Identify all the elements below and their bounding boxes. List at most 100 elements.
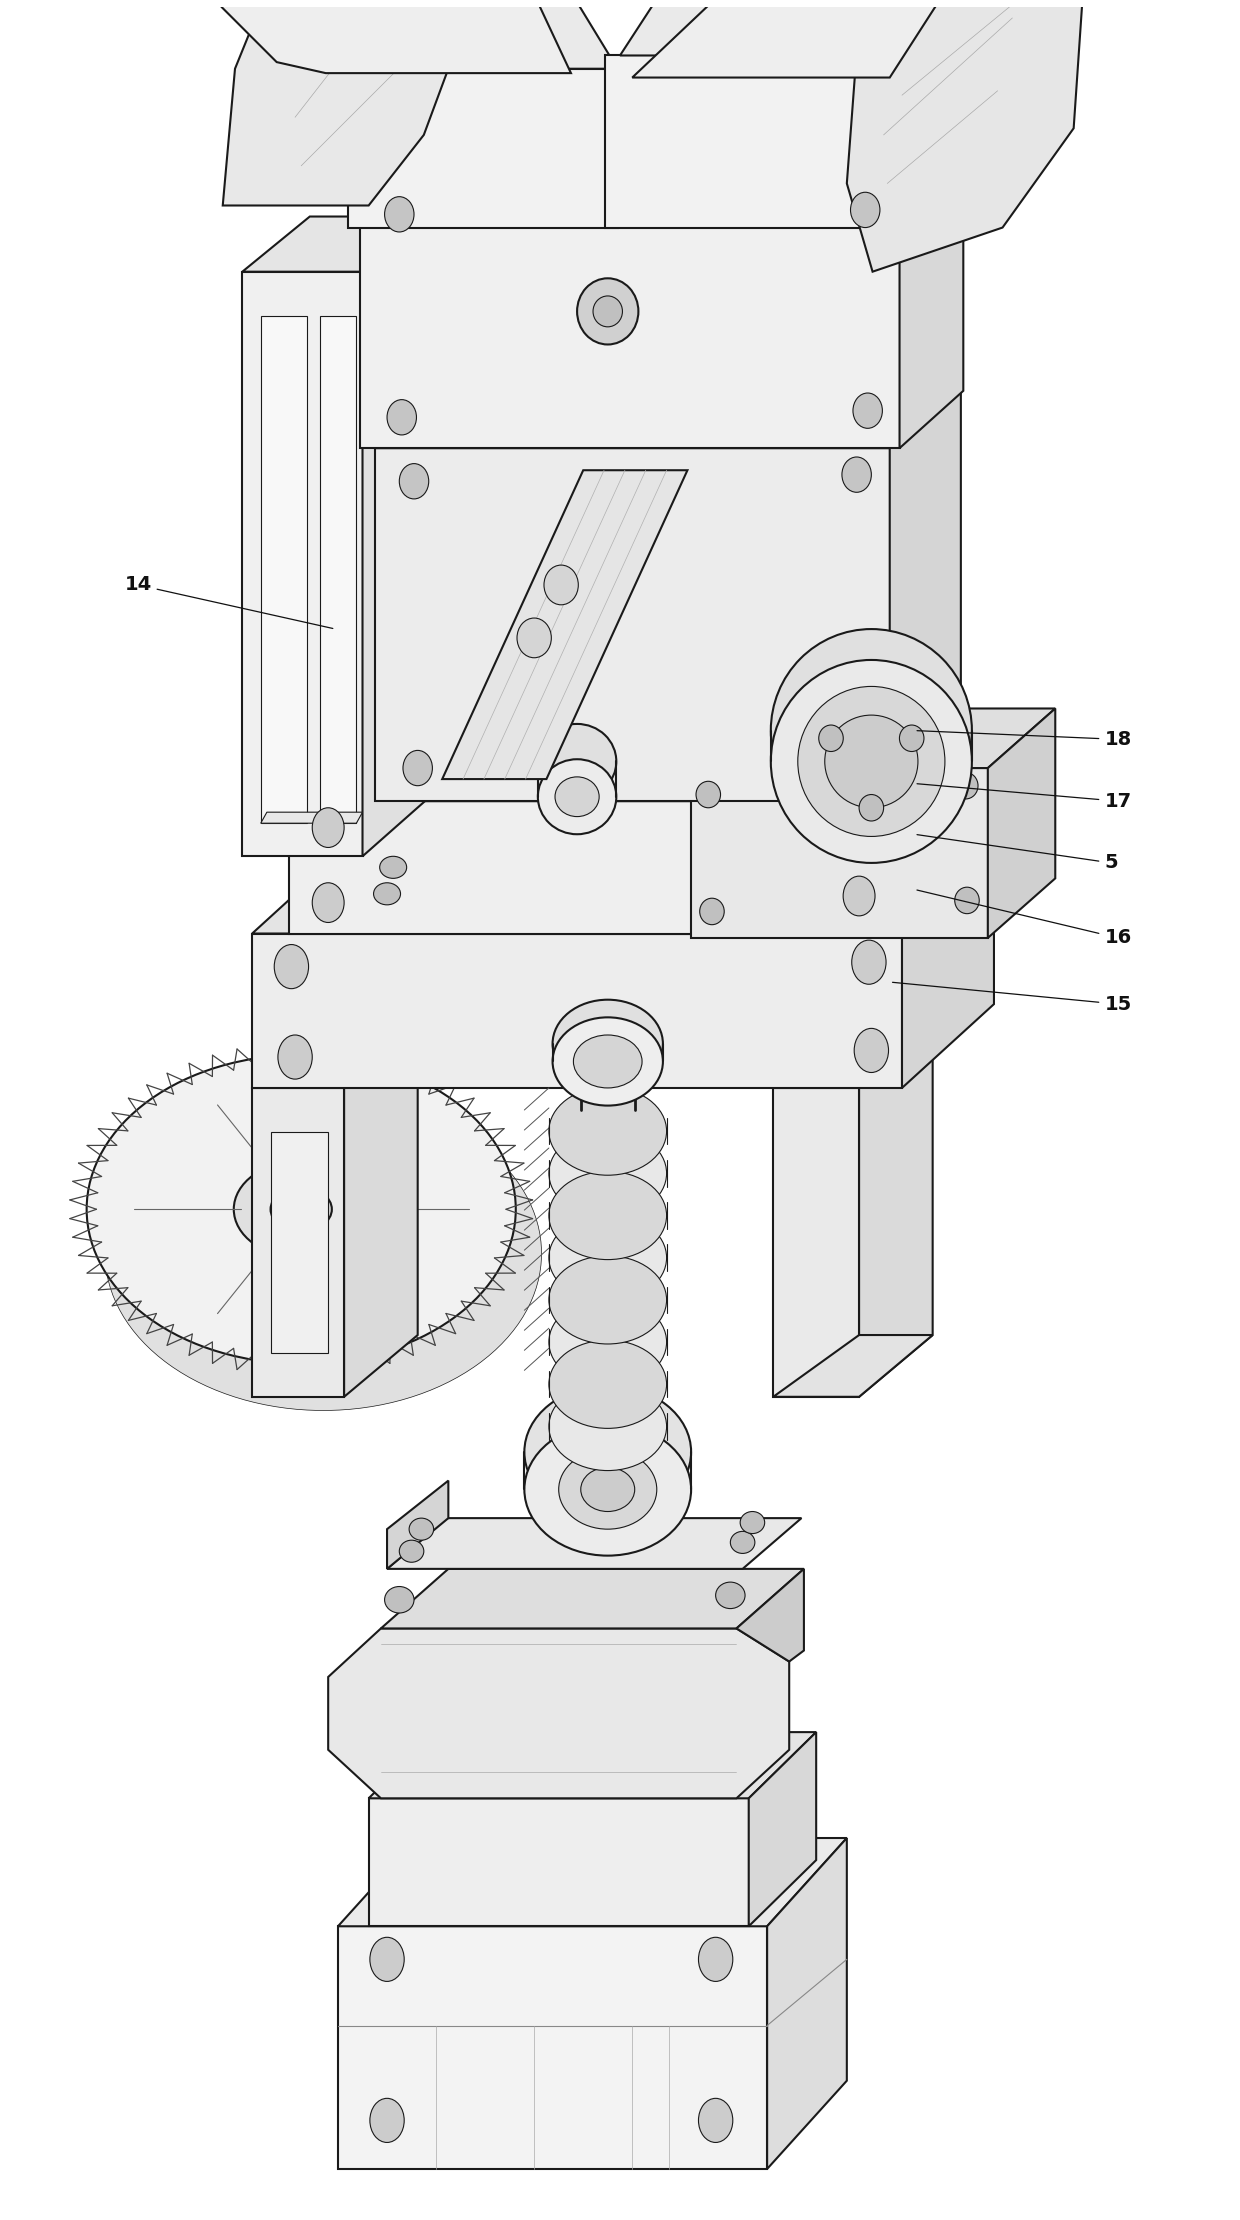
Polygon shape: [289, 801, 890, 935]
Ellipse shape: [696, 781, 720, 808]
Ellipse shape: [577, 278, 639, 344]
Ellipse shape: [771, 659, 972, 864]
Ellipse shape: [525, 1423, 691, 1556]
Polygon shape: [774, 1088, 859, 1396]
Polygon shape: [347, 69, 618, 229]
Ellipse shape: [403, 750, 433, 786]
Ellipse shape: [549, 1214, 667, 1301]
Polygon shape: [270, 1132, 329, 1352]
Ellipse shape: [379, 857, 407, 879]
Ellipse shape: [844, 744, 874, 779]
Ellipse shape: [538, 759, 616, 835]
Ellipse shape: [370, 2098, 404, 2142]
Ellipse shape: [818, 726, 843, 753]
Ellipse shape: [851, 193, 880, 229]
Polygon shape: [260, 315, 308, 824]
Text: 14: 14: [124, 575, 332, 628]
Polygon shape: [368, 1732, 816, 1798]
Ellipse shape: [549, 1257, 667, 1343]
Text: 18: 18: [918, 730, 1132, 748]
Ellipse shape: [312, 808, 345, 848]
Ellipse shape: [852, 939, 887, 983]
Polygon shape: [252, 935, 901, 1088]
Text: 17: 17: [918, 784, 1131, 810]
Ellipse shape: [955, 888, 980, 915]
Ellipse shape: [409, 1518, 434, 1541]
Polygon shape: [605, 56, 901, 229]
Ellipse shape: [387, 400, 417, 435]
Ellipse shape: [399, 1541, 424, 1563]
Ellipse shape: [730, 1532, 755, 1554]
Polygon shape: [890, 386, 961, 801]
Ellipse shape: [859, 795, 884, 821]
Polygon shape: [737, 1570, 804, 1661]
Ellipse shape: [399, 464, 429, 500]
Polygon shape: [988, 708, 1055, 937]
Ellipse shape: [544, 566, 578, 604]
Polygon shape: [289, 730, 976, 801]
Polygon shape: [345, 1003, 418, 1396]
Ellipse shape: [556, 777, 599, 817]
Ellipse shape: [105, 1097, 542, 1410]
Ellipse shape: [549, 1130, 667, 1217]
Ellipse shape: [699, 899, 724, 926]
Ellipse shape: [549, 1088, 667, 1174]
Ellipse shape: [559, 1450, 657, 1530]
Polygon shape: [749, 1732, 816, 1927]
Ellipse shape: [553, 1017, 663, 1106]
Ellipse shape: [270, 1188, 332, 1232]
Ellipse shape: [797, 686, 945, 837]
Polygon shape: [360, 184, 899, 448]
Ellipse shape: [278, 1035, 312, 1079]
Polygon shape: [320, 315, 356, 824]
Ellipse shape: [573, 1035, 642, 1088]
Polygon shape: [223, 0, 618, 69]
Polygon shape: [387, 1518, 801, 1570]
Polygon shape: [691, 768, 988, 937]
Ellipse shape: [525, 1385, 691, 1518]
Ellipse shape: [234, 1161, 368, 1259]
Ellipse shape: [842, 457, 872, 493]
Ellipse shape: [87, 1054, 516, 1363]
Ellipse shape: [580, 1467, 635, 1512]
Ellipse shape: [373, 884, 401, 906]
Polygon shape: [632, 0, 998, 78]
Polygon shape: [381, 1570, 804, 1629]
Polygon shape: [360, 127, 963, 184]
Ellipse shape: [931, 846, 959, 868]
Polygon shape: [620, 0, 1003, 56]
Ellipse shape: [843, 877, 875, 917]
Ellipse shape: [923, 861, 950, 884]
Polygon shape: [242, 271, 362, 857]
Ellipse shape: [384, 198, 414, 231]
Ellipse shape: [853, 393, 883, 428]
Polygon shape: [374, 386, 961, 448]
Polygon shape: [890, 730, 976, 935]
Polygon shape: [223, 0, 475, 206]
Polygon shape: [197, 0, 570, 73]
Ellipse shape: [698, 1938, 733, 1982]
Polygon shape: [901, 850, 994, 1088]
Polygon shape: [774, 1334, 932, 1396]
Ellipse shape: [954, 773, 978, 799]
Polygon shape: [691, 708, 1055, 768]
Polygon shape: [899, 127, 963, 448]
Text: 5: 5: [918, 835, 1118, 872]
Polygon shape: [260, 813, 362, 824]
Ellipse shape: [517, 617, 552, 657]
Polygon shape: [329, 1629, 789, 1798]
Ellipse shape: [312, 884, 345, 924]
Ellipse shape: [593, 295, 622, 326]
Polygon shape: [575, 1261, 640, 1452]
Ellipse shape: [771, 628, 972, 832]
Ellipse shape: [740, 1512, 765, 1534]
Polygon shape: [387, 1481, 449, 1570]
Ellipse shape: [384, 1587, 414, 1614]
Polygon shape: [374, 448, 890, 801]
Polygon shape: [368, 1798, 749, 1927]
Ellipse shape: [274, 944, 309, 988]
Ellipse shape: [854, 1028, 889, 1072]
Ellipse shape: [841, 804, 873, 844]
Ellipse shape: [549, 1383, 667, 1470]
Ellipse shape: [825, 715, 918, 808]
